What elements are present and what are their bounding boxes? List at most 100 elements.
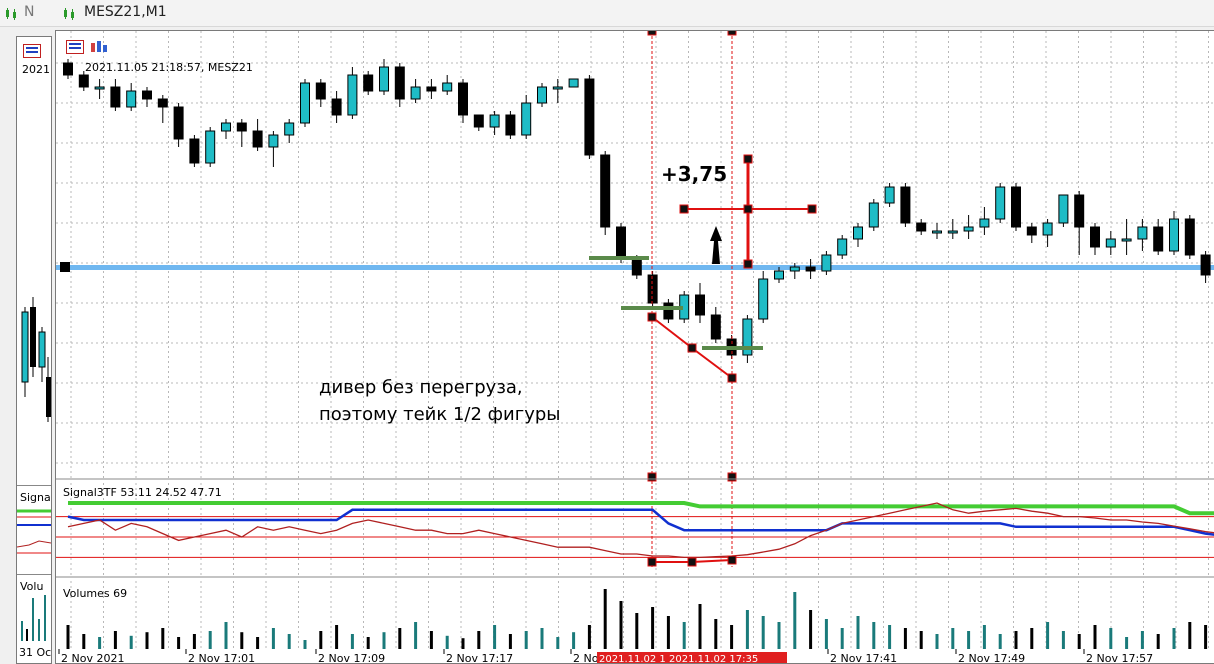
candle [474,115,483,127]
candle [885,187,894,203]
tab-left-window[interactable]: N [24,4,34,20]
candle [964,227,973,231]
candle [395,67,404,99]
candle [632,259,641,275]
marker-point [680,205,688,213]
candle [332,99,341,115]
left-signal-lines [17,505,51,565]
volumes-header: Volumes 69 [63,587,127,600]
candle [506,115,515,135]
candle [1170,219,1179,251]
candle [206,131,215,163]
signal-header: Signal3TF 53.11 24.52 47.71 [63,486,222,499]
candle [838,239,847,255]
candle [806,267,815,271]
candle [617,227,626,259]
candle [538,87,547,103]
main-chart-window[interactable]: 2021.11.05 21:18:57, MESZ21 +3,75 дивер … [55,30,1214,664]
signal-line-dark_red [68,503,1214,557]
candle [948,231,957,233]
candle [1075,195,1084,227]
marker-point [648,558,656,566]
candle [996,187,1005,219]
tab-mesz21[interactable]: MESZ21,M1 [84,4,167,20]
chart-header-text: 2021.11.05 21:18:57, MESZ21 [85,61,253,74]
candle [443,83,452,91]
candle [253,131,262,147]
marker-point [688,344,696,352]
candle [711,315,720,339]
candle [222,123,231,131]
chart-list-icon[interactable] [23,43,41,57]
marker-point [744,205,752,213]
title-bar: N MESZ21,M1 [0,0,1214,27]
candle [901,187,910,223]
candle [79,75,88,87]
candle [980,219,989,227]
candle [569,79,578,87]
marker-point [648,473,656,481]
candle [1027,227,1036,235]
marker-point [728,31,736,35]
candle [1091,227,1100,247]
marker-point [728,556,736,564]
chart-grid [56,31,1214,479]
candle [411,87,420,99]
candle [1043,223,1052,235]
candle [95,87,104,89]
chart-window-icon [62,6,80,20]
note-line-1: дивер без перегруза, [319,377,523,398]
candle [127,91,136,107]
candle [1059,195,1068,223]
chart-window-icon [4,6,22,20]
x-axis-label: 2 Nov 17:49 [958,652,1025,663]
marker-point [728,473,736,481]
candle [759,279,768,319]
left-signal-label: Signa [20,491,51,504]
candle [1185,219,1194,255]
candle [364,75,373,91]
indicators-icon[interactable] [90,39,108,53]
candle [664,303,673,319]
signal-pane [56,483,1214,575]
candle [522,103,531,135]
profit-label: +3,75 [661,162,727,186]
candle [143,91,152,99]
candle [1106,239,1115,247]
candle [1154,227,1163,251]
price-chart[interactable]: 2021.11.05 21:18:57, MESZ21 +3,75 дивер … [56,31,1214,663]
candle [1138,227,1147,239]
candle [696,295,705,315]
x-axis-label: 2 Nov 17:57 [1086,652,1153,663]
left-axis-date: 31 Oc [19,646,51,659]
chart-list-icon[interactable] [66,39,84,53]
left-volume-label: Volu [20,580,43,593]
left-volume-bars [17,593,51,643]
x-axis-label: 2 Nov 17:09 [318,652,385,663]
candle [301,83,310,123]
marker-point [648,31,656,35]
left-candles [17,287,51,427]
candle [316,83,325,99]
candle [553,87,562,89]
marker-point [648,313,656,321]
candle [427,87,436,91]
candles-group [64,59,1214,363]
candle [854,227,863,239]
up-arrow-icon [710,226,722,264]
left-chart-window[interactable]: 2021 Signa Volu 31 Oc [16,36,52,664]
left-header-date: 2021 [22,63,50,76]
candle [775,271,784,279]
marker-point [808,205,816,213]
candle [459,83,468,115]
candle [490,115,499,127]
volume-pane [68,581,1214,649]
candle [158,99,167,107]
x-axis-label: 2 Nov 17:41 [830,652,897,663]
candle [822,255,831,271]
level-handle [60,262,70,272]
candle [648,275,657,303]
candle [237,123,246,131]
candle [348,75,357,115]
candle [285,123,294,135]
